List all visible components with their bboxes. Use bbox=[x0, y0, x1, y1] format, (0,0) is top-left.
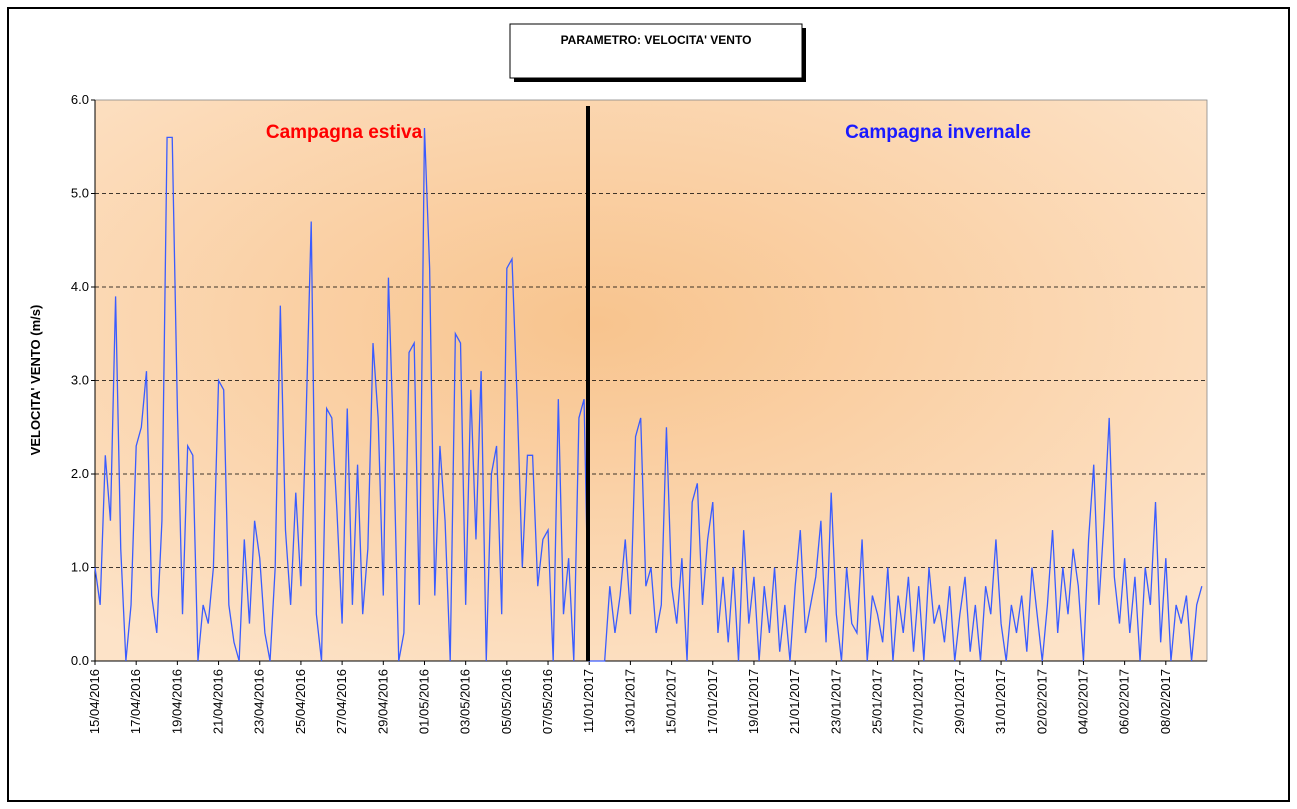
x-tick-label: 21/01/2017 bbox=[787, 669, 802, 734]
x-tick-label: 15/04/2016 bbox=[87, 669, 102, 734]
x-tick-label: 23/01/2017 bbox=[828, 669, 843, 734]
x-tick-label: 27/01/2017 bbox=[911, 669, 926, 734]
annotation: Campagna estiva bbox=[266, 122, 423, 143]
x-tick-label: 25/04/2016 bbox=[293, 669, 308, 734]
x-tick-label: 27/04/2016 bbox=[334, 669, 349, 734]
x-tick-label: 01/05/2016 bbox=[416, 669, 431, 734]
x-tick-label: 23/04/2016 bbox=[252, 669, 267, 734]
x-tick-label: 07/05/2016 bbox=[540, 669, 555, 734]
x-tick-label: 05/05/2016 bbox=[499, 669, 514, 734]
x-tick-label: 13/01/2017 bbox=[622, 669, 637, 734]
y-tick-label: 6.0 bbox=[71, 92, 89, 107]
x-tick-label: 29/01/2017 bbox=[952, 669, 967, 734]
y-tick-label: 0.0 bbox=[71, 653, 89, 668]
chart-title: PARAMETRO: VELOCITA' VENTO bbox=[561, 33, 752, 47]
x-tick-label: 02/02/2017 bbox=[1034, 669, 1049, 734]
x-tick-label: 29/04/2016 bbox=[375, 669, 390, 734]
x-tick-label: 04/02/2017 bbox=[1075, 669, 1090, 734]
x-tick-label: 19/01/2017 bbox=[746, 669, 761, 734]
x-tick-label: 31/01/2017 bbox=[993, 669, 1008, 734]
x-tick-label: 21/04/2016 bbox=[211, 669, 226, 734]
x-tick-label: 15/01/2017 bbox=[664, 669, 679, 734]
y-axis-label: VELOCITA' VENTO (m/s) bbox=[28, 305, 43, 456]
x-tick-label: 17/01/2017 bbox=[705, 669, 720, 734]
y-tick-label: 2.0 bbox=[71, 466, 89, 481]
data-line bbox=[94, 128, 1203, 662]
x-tick-label: 03/05/2016 bbox=[458, 669, 473, 734]
y-tick-label: 3.0 bbox=[71, 373, 89, 388]
y-tick-label: 5.0 bbox=[71, 186, 89, 201]
title-box bbox=[509, 23, 803, 79]
x-tick-label: 08/02/2017 bbox=[1158, 669, 1173, 734]
x-tick-label: 06/02/2017 bbox=[1117, 669, 1132, 734]
y-tick-label: 1.0 bbox=[71, 560, 89, 575]
x-tick-label: 25/01/2017 bbox=[870, 669, 885, 734]
y-tick-label: 4.0 bbox=[71, 279, 89, 294]
annotation: Campagna invernale bbox=[845, 122, 1031, 143]
x-tick-label: 11/01/2017 bbox=[581, 669, 596, 733]
x-tick-label: 17/04/2016 bbox=[128, 669, 143, 734]
x-tick-label: 19/04/2016 bbox=[169, 669, 184, 734]
